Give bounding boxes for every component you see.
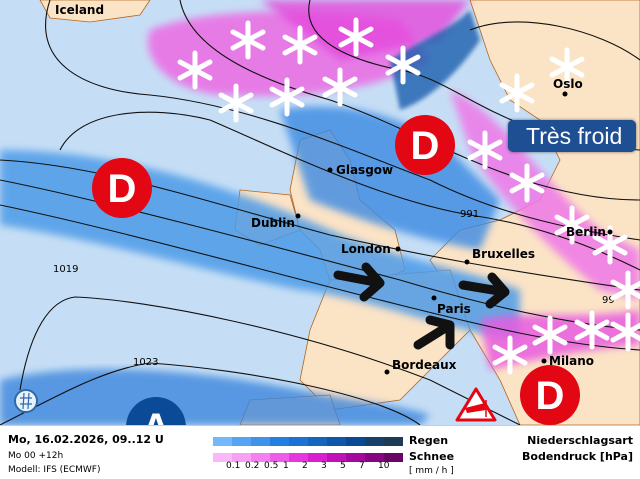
isobar-label: 1019 bbox=[53, 264, 78, 275]
city-label: Iceland bbox=[55, 3, 104, 17]
low-pressure-center: D bbox=[520, 365, 580, 425]
scale-tick: 3 bbox=[321, 461, 327, 471]
city-label: Paris bbox=[437, 302, 471, 316]
rain-color-swatch bbox=[346, 437, 365, 446]
compass-logo-icon[interactable] bbox=[14, 389, 38, 413]
city-label: Glasgow bbox=[336, 163, 393, 177]
wind-arrow-icon bbox=[458, 272, 510, 309]
rain-color-swatch bbox=[270, 437, 289, 446]
city-label: Oslo bbox=[553, 77, 583, 91]
scale-tick: 1 bbox=[283, 461, 289, 471]
city-label: Dublin bbox=[251, 216, 295, 230]
wind-arrows bbox=[333, 262, 510, 350]
scale-tick: 2 bbox=[302, 461, 308, 471]
rain-color-swatch bbox=[232, 437, 251, 446]
tres-froid-badge: Très froid bbox=[508, 120, 636, 152]
snow-color-swatch bbox=[270, 453, 289, 462]
city-label: Bruxelles bbox=[472, 247, 535, 261]
rain-color-swatch bbox=[289, 437, 308, 446]
scale-tick: 0.5 bbox=[264, 461, 279, 471]
rain-label: Regen bbox=[409, 434, 449, 447]
rain-color-swatch bbox=[365, 437, 384, 446]
unit-label: [ mm / h ] bbox=[409, 466, 454, 476]
city-label: Milano bbox=[549, 354, 594, 368]
snow-color-swatch bbox=[346, 453, 365, 462]
snow-color-swatch bbox=[327, 453, 346, 462]
legend: Mo, 16.02.2026, 09..12 U Mo 00 +12h Mode… bbox=[0, 425, 640, 479]
legend-title-pressure: Bodendruck [hPa] bbox=[522, 450, 633, 463]
isobar-label: 1023 bbox=[133, 357, 158, 368]
isobar-label: 991 bbox=[460, 209, 479, 220]
weather-map[interactable]: 1019 1023 991 99 Iceland Oslo Glasgow Du… bbox=[0, 0, 640, 425]
forecast-date: Mo, 16.02.2026, 09..12 U bbox=[8, 433, 164, 446]
city-label: London bbox=[341, 242, 391, 256]
wind-arrow-icon bbox=[413, 315, 455, 350]
rain-color-swatch bbox=[213, 437, 232, 446]
high-pressure-center: A bbox=[126, 397, 186, 425]
snow-color-swatch bbox=[365, 453, 384, 462]
city-label: Bordeaux bbox=[392, 358, 457, 372]
low-pressure-center: D bbox=[395, 115, 455, 175]
svg-text:D: D bbox=[108, 167, 137, 211]
snow-label: Schnee bbox=[409, 450, 455, 463]
snow-color-scale bbox=[213, 453, 403, 462]
scale-tick: 0.2 bbox=[245, 461, 260, 471]
snow-color-swatch bbox=[213, 453, 232, 462]
city-labels: Iceland Oslo Glasgow Dublin London Bruxe… bbox=[55, 3, 613, 375]
isobar-label: 99 bbox=[602, 295, 615, 306]
svg-text:D: D bbox=[411, 124, 440, 168]
rain-color-swatch bbox=[384, 437, 403, 446]
scale-tick: 7 bbox=[359, 461, 365, 471]
rain-color-swatch bbox=[308, 437, 327, 446]
snow-color-swatch bbox=[232, 453, 251, 462]
snow-color-swatch bbox=[308, 453, 327, 462]
wind-arrow-icon bbox=[333, 262, 385, 302]
snow-color-swatch bbox=[289, 453, 308, 462]
low-pressure-center: D bbox=[92, 158, 152, 218]
svg-text:A: A bbox=[142, 406, 171, 425]
snow-color-swatch bbox=[384, 453, 403, 462]
rain-color-scale bbox=[213, 437, 403, 446]
rain-color-swatch bbox=[327, 437, 346, 446]
windsock-warning-icon[interactable] bbox=[455, 387, 497, 422]
scale-tick: 10 bbox=[378, 461, 390, 471]
city-label: Berlin bbox=[566, 225, 606, 239]
forecast-model: Modell: IFS (ECMWF) bbox=[8, 465, 101, 475]
scale-tick: 0.1 bbox=[226, 461, 241, 471]
snow-color-swatch bbox=[251, 453, 270, 462]
svg-text:D: D bbox=[536, 374, 565, 418]
legend-title-precip: Niederschlagsart bbox=[527, 434, 633, 447]
forecast-run: Mo 00 +12h bbox=[8, 451, 64, 461]
scale-tick: 5 bbox=[340, 461, 346, 471]
rain-color-swatch bbox=[251, 437, 270, 446]
